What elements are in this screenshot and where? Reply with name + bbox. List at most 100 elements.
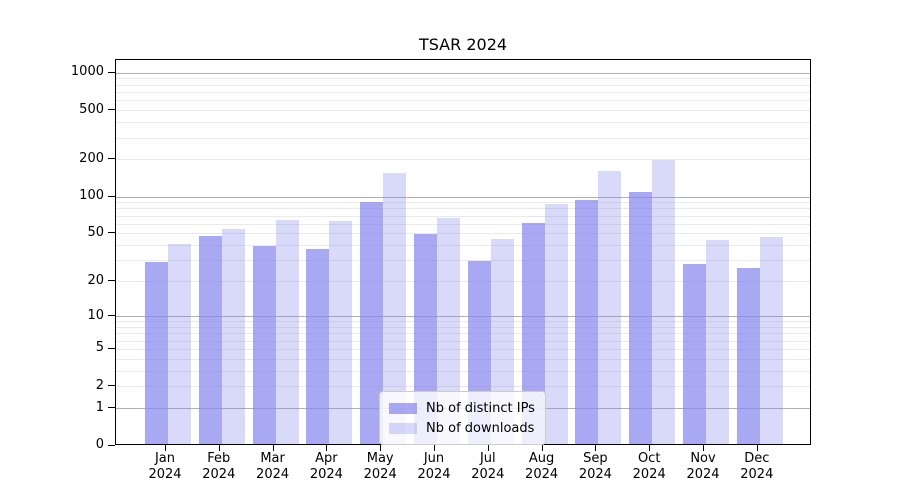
minor-gridline	[116, 78, 810, 80]
x-tick-label: Feb 2024	[184, 451, 254, 483]
legend-item-downloads: Nb of downloads	[389, 418, 535, 438]
legend-label-distinct-ips: Nb of distinct IPs	[426, 400, 535, 416]
bar-downloads-mar	[275, 219, 299, 444]
bar-downloads-oct	[652, 159, 676, 444]
x-tick-year: 2024	[202, 467, 236, 482]
x-tick-mark	[649, 445, 651, 451]
bar-downloads-apr	[329, 221, 353, 444]
minor-gridline	[116, 202, 810, 204]
legend: Nb of distinct IPs Nb of downloads	[379, 391, 546, 445]
bar-distinct-ips-dec	[736, 268, 760, 444]
x-tick-year: 2024	[525, 467, 559, 482]
bar-distinct-ips-mar	[252, 246, 276, 444]
minor-gridline	[116, 260, 810, 262]
bar-distinct-ips-oct	[629, 191, 653, 444]
x-tick-label: Oct 2024	[614, 451, 684, 483]
x-tick-month: Aug	[528, 451, 555, 466]
y-tick-mark	[108, 385, 115, 387]
y-tick-label: 100	[79, 188, 104, 204]
y-tick-label: 10	[87, 307, 104, 323]
x-tick-label: Dec 2024	[722, 451, 792, 483]
bar-downloads-sep	[598, 170, 622, 444]
x-tick-mark	[218, 445, 220, 451]
bar-downloads-nov	[706, 239, 729, 444]
minor-gridline	[116, 137, 810, 139]
x-tick-mark	[380, 445, 382, 451]
minor-gridline	[116, 386, 810, 388]
x-tick-mark	[487, 445, 489, 451]
x-tick-year: 2024	[363, 467, 397, 482]
bar-distinct-ips-feb	[198, 236, 222, 444]
x-tick-month: Sep	[583, 451, 608, 466]
x-tick-label: Aug 2024	[507, 451, 577, 483]
x-tick-label: Jun 2024	[399, 451, 469, 483]
minor-gridline	[116, 100, 810, 102]
minor-gridline	[116, 321, 810, 323]
x-tick-month: Dec	[744, 451, 770, 466]
x-tick-month: Apr	[315, 451, 338, 466]
x-tick-month: Jul	[479, 451, 496, 466]
bar-distinct-ips-apr	[306, 249, 330, 444]
y-tick-mark	[108, 407, 115, 409]
x-tick-mark	[272, 445, 274, 451]
y-tick-label: 20	[87, 272, 104, 288]
chart-title: TSAR 2024	[418, 35, 508, 54]
x-tick-label: Nov 2024	[668, 451, 738, 483]
bar-distinct-ips-may	[360, 201, 384, 444]
x-tick-label: May 2024	[345, 451, 415, 483]
x-tick-month: Jan	[154, 451, 176, 466]
major-gridline	[116, 316, 810, 318]
x-tick-month: Jun	[423, 451, 445, 466]
y-tick-mark	[108, 444, 115, 446]
bar-downloads-jan	[168, 243, 191, 444]
x-tick-label: Jul 2024	[453, 451, 523, 483]
minor-gridline	[116, 340, 810, 342]
x-tick-year: 2024	[632, 467, 666, 482]
x-tick-mark	[326, 445, 328, 451]
x-tick-label: Jan 2024	[130, 451, 200, 483]
bar-downloads-may	[383, 173, 407, 444]
y-tick-mark	[108, 109, 115, 111]
minor-gridline	[116, 159, 810, 161]
bar-downloads-dec	[759, 237, 783, 444]
bar-distinct-ips-nov	[683, 264, 706, 444]
minor-gridline	[116, 358, 810, 360]
x-tick-mark	[165, 445, 166, 451]
x-tick-mark	[434, 445, 435, 451]
minor-gridline	[116, 281, 810, 283]
bar-distinct-ips-sep	[575, 200, 599, 444]
x-tick-mark	[595, 445, 597, 451]
plot-area: Nb of distinct IPs Nb of downloads	[115, 59, 811, 445]
y-tick-mark	[108, 347, 115, 349]
minor-gridline	[116, 233, 810, 235]
x-tick-year: 2024	[471, 467, 505, 482]
bar-distinct-ips-aug	[521, 223, 545, 444]
x-tick-year: 2024	[309, 467, 343, 482]
x-tick-month: Mar	[260, 451, 285, 466]
x-tick-year: 2024	[740, 467, 774, 482]
y-tick-label: 0	[95, 437, 104, 452]
bar-downloads-feb	[221, 228, 245, 444]
x-tick-month: Feb	[207, 451, 231, 466]
gridlines-layer	[116, 60, 810, 444]
minor-gridline	[116, 122, 810, 124]
y-tick-label: 200	[79, 150, 104, 166]
x-tick-month: Oct	[637, 451, 661, 466]
minor-gridline	[116, 208, 810, 210]
x-tick-year: 2024	[578, 467, 612, 482]
y-tick-mark	[108, 71, 115, 73]
bar-downloads-aug	[544, 204, 568, 444]
x-tick-month: Nov	[690, 451, 716, 466]
legend-item-distinct-ips: Nb of distinct IPs	[389, 398, 535, 418]
y-tick-label: 5	[95, 340, 104, 356]
y-tick-mark	[108, 158, 115, 160]
minor-gridline	[116, 333, 810, 335]
bar-distinct-ips-jan	[145, 262, 168, 444]
y-tick-label: 1000	[70, 64, 104, 80]
bars-layer	[116, 60, 810, 444]
y-tick-label: 1	[95, 399, 104, 415]
y-tick-mark	[108, 315, 115, 317]
y-tick-label: 500	[79, 101, 104, 117]
x-tick-mark	[541, 445, 543, 451]
minor-gridline	[116, 245, 810, 247]
